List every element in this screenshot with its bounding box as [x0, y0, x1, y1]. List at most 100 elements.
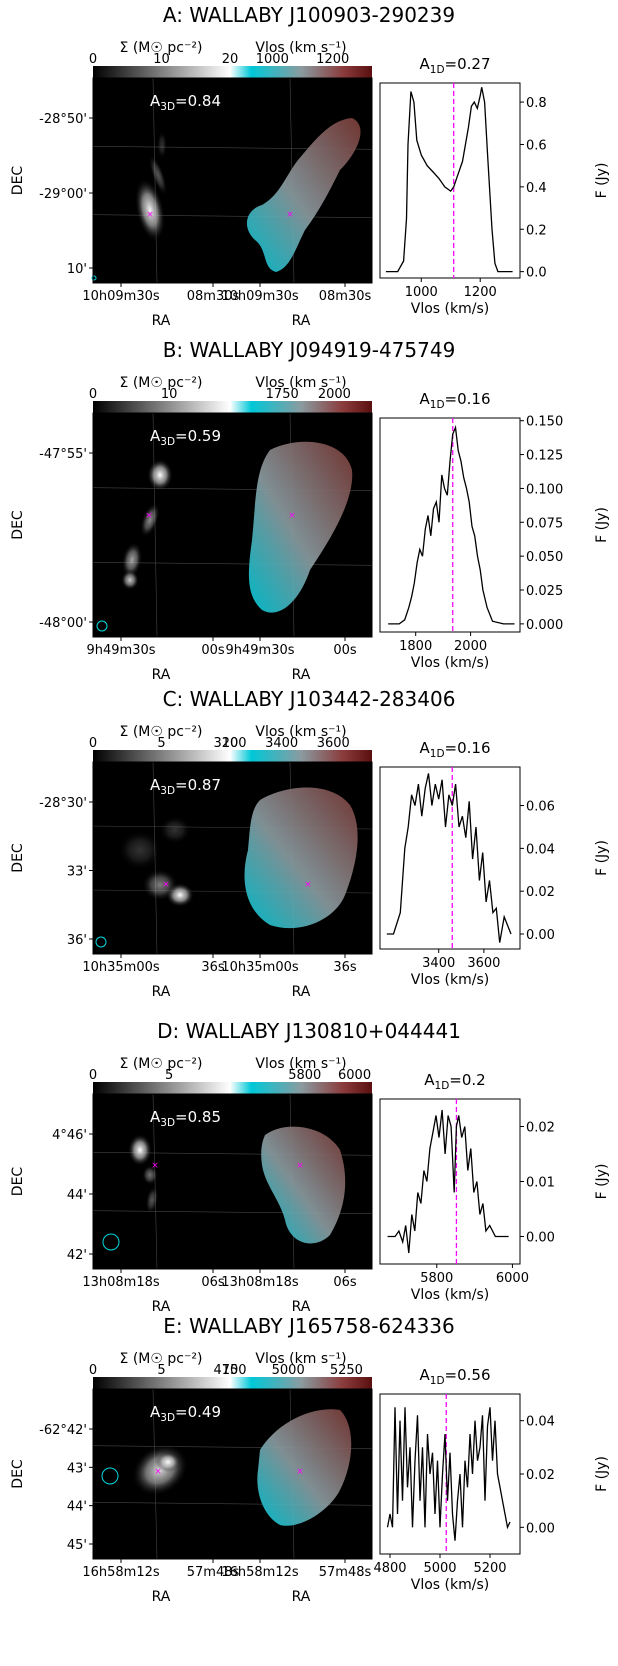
- velocity-colorbar: [230, 1082, 372, 1094]
- dec-tick-label: 10': [67, 262, 87, 277]
- spectrum-x-axis-label: Vlos (km/s): [411, 301, 489, 317]
- spectrum-line: [386, 773, 512, 943]
- spectrum-x-axis-label: Vlos (km/s): [411, 655, 489, 671]
- velocity-field: [246, 118, 361, 272]
- spectrum-x-tick-label: 5800: [420, 1271, 453, 1286]
- dec-axis-label: DEC: [10, 1167, 26, 1197]
- ra-tick-label: 13h08m18s: [82, 1275, 160, 1290]
- panel-e: E: WALLABY J165758-624336 Σ (M☉ pc⁻²) Vlos…: [10, 1314, 610, 1605]
- ra-tick-label: 10h09m30s: [221, 289, 299, 304]
- velocity-field: [261, 1126, 346, 1244]
- spectrum-y-tick-label: 0.150: [526, 415, 563, 430]
- velocity-colorbar-label: Vlos (km s⁻¹): [255, 1056, 346, 1072]
- spectrum-y-tick-label: 0.050: [526, 550, 563, 565]
- surface-density-colorbar-tick: 10: [153, 52, 170, 67]
- velocity-field: [248, 441, 353, 613]
- spectrum-x-tick-label: 3400: [422, 956, 455, 971]
- beam-icon: [102, 1233, 120, 1251]
- beam-icon: [96, 620, 108, 632]
- surface-density-colorbar-label: Σ (M☉ pc⁻²): [120, 724, 203, 740]
- surface-density-colorbar-tick: 0: [89, 52, 97, 67]
- asymmetry-1d-label: A1D=0.27: [420, 55, 491, 76]
- dec-tick-label: 36': [67, 933, 87, 948]
- surface-density-colorbar-tick: 20: [222, 52, 239, 67]
- spectrum-frame: [379, 1393, 521, 1555]
- surface-density-colorbar: [93, 1377, 230, 1389]
- maps-frame: [92, 412, 373, 638]
- velocity-colorbar-tick: 5000: [272, 1363, 305, 1378]
- spectrum-line: [385, 87, 513, 273]
- ra-tick-label: 36s: [201, 960, 225, 975]
- galaxy-emission: [148, 154, 168, 196]
- velocity-colorbar: [230, 401, 372, 413]
- galaxy-emission: [121, 542, 143, 578]
- center-marker-icon: ×: [296, 1161, 304, 1171]
- velocity-colorbar-label: Vlos (km s⁻¹): [255, 1351, 346, 1367]
- spectrum-x-axis-label: Vlos (km/s): [411, 972, 489, 988]
- ra-tick-label: 06s: [201, 1275, 225, 1290]
- spectrum-y-tick-label: 0.00: [526, 1521, 555, 1536]
- spectrum-x-tick-label: 3600: [467, 956, 500, 971]
- spectrum-line: [388, 424, 515, 625]
- ra-tick-label: 9h49m30s: [86, 643, 155, 658]
- ra-axis-label: RA: [292, 1589, 311, 1605]
- spectrum-x-tick-label: 1200: [464, 285, 497, 300]
- ra-tick-label: 06s: [333, 1275, 357, 1290]
- spectrum-y-tick-label: 0.04: [526, 842, 555, 857]
- spectrum-y-tick-label: 0.00: [526, 928, 555, 943]
- galaxy-emission: [147, 459, 173, 491]
- ra-axis-label: RA: [292, 984, 311, 1000]
- center-marker-icon: ×: [288, 511, 296, 521]
- asymmetry-1d-label: A1D=0.16: [420, 739, 491, 760]
- spectrum-y-tick-label: 0.01: [526, 1176, 555, 1191]
- beam-icon: [95, 936, 107, 948]
- velocity-colorbar-tick: 1000: [256, 52, 289, 67]
- spectrum-y-tick-label: 0.000: [526, 618, 563, 633]
- spectrum-x-tick-label: 1000: [405, 285, 438, 300]
- spectrum-line: [387, 1109, 509, 1254]
- surface-density-colorbar-label: Σ (M☉ pc⁻²): [120, 375, 203, 391]
- panel-title: D: WALLABY J130810+044441: [157, 1019, 461, 1043]
- velocity-colorbar-tick: 6000: [338, 1068, 371, 1083]
- maps-frame: [92, 1388, 373, 1560]
- surface-density-colorbar-tick: 5: [157, 1363, 165, 1378]
- panel-c: C: WALLABY J103442-283406 Σ (M☉ pc⁻²) Vlos…: [10, 687, 610, 1000]
- ra-tick-label: 57m48s: [319, 1565, 372, 1580]
- spectrum-y-tick-label: 0.0: [526, 266, 547, 281]
- panel-title: C: WALLABY J103442-283406: [163, 687, 456, 711]
- asymmetry-3d-label: A3D=0.49: [150, 1403, 221, 1424]
- spectrum-y-tick-label: 0.02: [526, 1468, 555, 1483]
- ra-axis-label: RA: [152, 1299, 171, 1315]
- ra-tick-label: 10h35m00s: [82, 960, 160, 975]
- ra-tick-label: 00s: [201, 643, 225, 658]
- surface-density-colorbar-tick: 0: [89, 736, 97, 751]
- panel-a: A: WALLABY J100903-290239 Σ (M☉ pc⁻²) Vlos…: [10, 3, 610, 329]
- surface-density-colorbar-tick: 0: [89, 387, 97, 402]
- asymmetry-3d-label: A3D=0.87: [150, 776, 221, 797]
- galaxy-emission: [142, 869, 178, 901]
- center-marker-icon: ×: [286, 210, 294, 220]
- center-marker-icon: ×: [145, 511, 153, 521]
- spectrum-y-tick-label: 0.02: [526, 885, 555, 900]
- spectrum-x-tick-label: 1800: [399, 639, 432, 654]
- ra-tick-label: 00s: [333, 643, 357, 658]
- ra-tick-label: 08m30s: [187, 289, 240, 304]
- velocity-field: [244, 787, 358, 929]
- maps-frame: [92, 1093, 373, 1270]
- dec-tick-label: 45': [67, 1538, 87, 1553]
- spectrum-y-axis-label: F (Jy): [594, 1164, 610, 1200]
- velocity-colorbar-tick: 1750: [266, 387, 299, 402]
- dec-axis-label: DEC: [10, 166, 26, 196]
- ra-axis-label: RA: [292, 1299, 311, 1315]
- velocity-colorbar-tick: 3400: [265, 736, 298, 751]
- velocity-colorbar: [230, 1377, 372, 1389]
- galaxy-emission: [121, 570, 139, 590]
- spectrum-x-axis-label: Vlos (km/s): [411, 1287, 489, 1303]
- spectrum-x-tick-label: 6000: [496, 1271, 529, 1286]
- spectrum-y-axis-label: F (Jy): [594, 163, 610, 199]
- surface-density-colorbar-tick: 0: [89, 1068, 97, 1083]
- spectrum-y-tick-label: 0.6: [526, 138, 547, 153]
- ra-tick-label: 16h58m12s: [82, 1565, 160, 1580]
- panel-title: B: WALLABY J094919-475749: [163, 338, 456, 362]
- surface-density-colorbar-label: Σ (M☉ pc⁻²): [120, 1351, 203, 1367]
